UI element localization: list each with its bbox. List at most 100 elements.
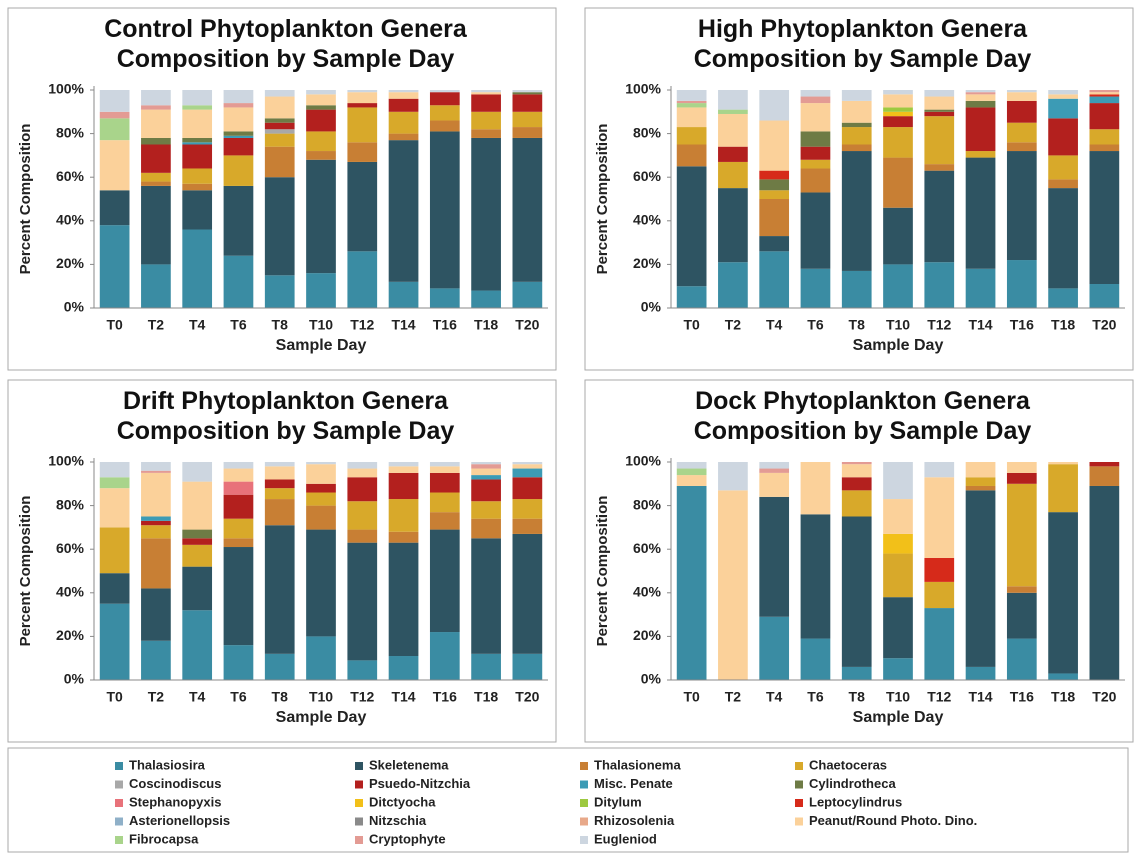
bar-segment [800,268,831,308]
bar-segment [924,477,955,558]
bar-segment [924,90,955,97]
bar-segment [800,103,831,132]
bar-segment [471,290,501,308]
bar-segment [471,653,501,680]
bar-segment [1089,466,1120,486]
bar-segment [99,118,130,141]
bar-segment [182,142,213,145]
bar-segment [388,531,419,543]
panel-border [7,379,557,743]
bar-segment [182,109,213,138]
bar-segment [759,496,790,617]
x-tick-label: T12 [927,689,951,705]
x-tick-label: T14 [391,317,415,333]
bar-segment [264,133,295,147]
bar-segment [676,468,707,476]
legend-label: Cryptophyte [369,831,446,846]
bar-segment [99,111,130,119]
x-tick-label: T14 [968,317,992,333]
x-tick-label: T4 [189,317,206,333]
bar-segment [512,137,543,282]
bar-segment [676,475,707,486]
legend-swatch [580,799,588,807]
legend-label: Coscinodiscus [129,776,221,791]
bar-segment [1006,90,1037,93]
x-axis-label: Sample Day [853,709,944,726]
bar-segment [676,286,707,308]
legend-swatch [355,817,363,826]
bar-segment [141,172,171,182]
bar-segment [306,105,336,110]
bar-segment [1048,464,1078,513]
bar-segment [965,477,996,486]
bar-segment [141,516,171,521]
bar-segment [223,547,254,646]
bar-segment [471,538,501,654]
bar-segment [471,501,501,519]
bar-segment [141,137,171,145]
bar-segment [1006,638,1037,680]
bar-segment [1089,151,1120,285]
bar-segment [141,105,171,110]
bar-segment [883,533,913,554]
bar-segment [141,181,171,186]
bar-segment [306,483,336,493]
bar-segment [471,479,501,502]
bar-segment [388,92,419,99]
bar-segment [759,616,790,680]
bar-segment [347,107,378,143]
y-tick-label: 100% [48,81,84,97]
bar-segment [759,468,790,473]
bar-segment [841,100,872,123]
bar-segment [471,137,501,291]
bar-segment [182,105,213,110]
bar-segment [1089,94,1120,97]
bar-segment [1089,462,1120,467]
bar-segment [471,111,501,130]
bar-segment [429,529,460,633]
bar-segment [99,603,130,680]
bar-segment [141,109,171,138]
bar-segment [759,90,790,121]
bar-segment [471,462,501,465]
bar-segment [512,464,543,469]
bar-segment [924,557,955,582]
legend-label: Psuedo-Nitzchia [369,776,471,791]
bar-segment [924,262,955,308]
bar-segment [965,157,996,269]
bar-segment [759,236,790,252]
y-tick-label: 60% [633,540,662,556]
bar-segment [388,462,419,467]
bar-segment [965,92,996,95]
bar-segment [388,90,419,93]
bar-segment [1048,512,1078,674]
legend-label: Ditctyocha [369,794,436,809]
bar-segment [883,462,913,500]
bar-segment [512,462,543,465]
bar-segment [759,120,790,171]
legend-label: Leptocylindrus [809,794,902,809]
bar-segment [1006,122,1037,143]
bar-segment [1006,592,1037,639]
y-tick-label: 20% [633,255,662,271]
y-tick-label: 60% [56,168,85,184]
bar-segment [471,468,501,476]
x-tick-label: T0 [683,317,700,333]
bar-segment [512,92,543,95]
bar-segment [264,466,295,480]
bar-segment [306,151,336,160]
bar-segment [841,490,872,517]
bar-segment [512,518,543,534]
bar-segment [965,666,996,680]
bar-segment [883,264,913,308]
bar-segment [841,462,872,465]
chart-title: High Phytoplankton Genera Composition by… [693,15,1032,73]
x-tick-label: T20 [515,689,539,705]
bar-segment [471,475,501,480]
bar-segment [347,92,378,104]
bar-segment [1048,94,1078,99]
bar-segment [759,199,790,237]
bar-segment [182,610,213,680]
bar-segment [759,170,790,180]
